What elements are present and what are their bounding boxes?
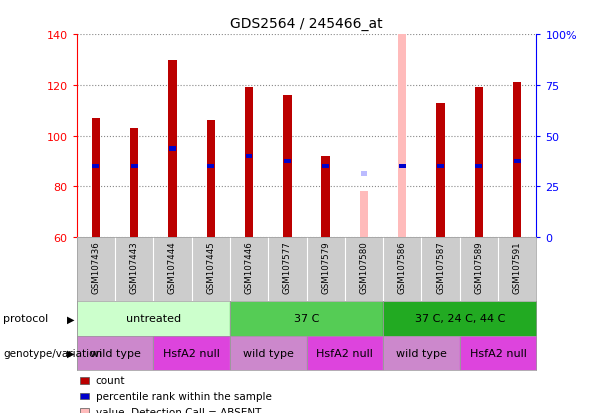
Bar <box>476 164 482 169</box>
Bar <box>246 154 253 159</box>
Bar <box>321 157 330 237</box>
Bar <box>399 164 406 169</box>
Bar <box>93 164 99 169</box>
Bar <box>169 147 176 151</box>
Text: value, Detection Call = ABSENT: value, Detection Call = ABSENT <box>96 407 261 413</box>
Text: count: count <box>96 375 125 385</box>
Text: untreated: untreated <box>126 313 181 324</box>
Bar <box>130 129 139 237</box>
Title: GDS2564 / 245466_at: GDS2564 / 245466_at <box>230 17 383 31</box>
Bar <box>514 159 520 164</box>
Text: ▶: ▶ <box>67 313 74 324</box>
Text: wild type: wild type <box>89 348 140 358</box>
Text: HsfA2 null: HsfA2 null <box>470 348 527 358</box>
Text: GSM107591: GSM107591 <box>512 241 522 293</box>
Bar <box>207 164 214 169</box>
Text: GSM107586: GSM107586 <box>398 241 407 293</box>
Bar <box>207 121 215 237</box>
Text: HsfA2 null: HsfA2 null <box>163 348 220 358</box>
Text: genotype/variation: genotype/variation <box>3 348 102 358</box>
Bar <box>245 88 253 237</box>
Text: protocol: protocol <box>3 313 48 324</box>
Bar <box>437 164 444 169</box>
Bar <box>283 96 292 237</box>
Text: GSM107436: GSM107436 <box>91 241 101 293</box>
Text: GSM107587: GSM107587 <box>436 241 445 293</box>
Text: 37 C, 24 C, 44 C: 37 C, 24 C, 44 C <box>414 313 505 324</box>
Bar <box>168 60 177 237</box>
Bar <box>322 164 329 169</box>
Text: wild type: wild type <box>396 348 447 358</box>
Bar <box>360 192 368 237</box>
Bar <box>436 103 445 237</box>
Text: wild type: wild type <box>243 348 294 358</box>
Text: GSM107577: GSM107577 <box>283 241 292 293</box>
Text: percentile rank within the sample: percentile rank within the sample <box>96 391 272 401</box>
Text: GSM107580: GSM107580 <box>359 241 368 293</box>
Bar <box>131 164 137 169</box>
Bar <box>91 119 100 237</box>
Bar <box>360 172 367 176</box>
Text: GSM107444: GSM107444 <box>168 241 177 293</box>
Text: 37 C: 37 C <box>294 313 319 324</box>
Text: GSM107579: GSM107579 <box>321 241 330 293</box>
Text: GSM107589: GSM107589 <box>474 241 484 293</box>
Bar <box>284 159 291 164</box>
Text: ▶: ▶ <box>67 348 74 358</box>
Text: HsfA2 null: HsfA2 null <box>316 348 373 358</box>
Bar <box>513 83 522 237</box>
Text: GSM107443: GSM107443 <box>129 241 139 293</box>
Bar <box>398 35 406 237</box>
Text: GSM107446: GSM107446 <box>245 241 254 293</box>
Bar <box>474 88 483 237</box>
Text: GSM107445: GSM107445 <box>206 241 215 293</box>
